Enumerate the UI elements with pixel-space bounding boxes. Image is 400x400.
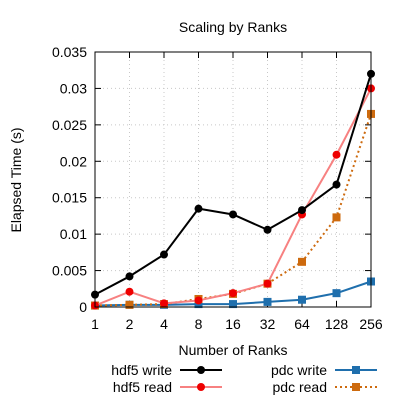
- legend-entry: pdc write: [271, 362, 377, 378]
- data-point: [229, 300, 237, 309]
- y-tick-label: 0.02: [60, 153, 87, 169]
- data-point: [229, 210, 237, 219]
- x-tick-labels: 1 2 4 8 16 32 64 128 256: [91, 316, 383, 332]
- y-tick-label: 0: [79, 299, 87, 315]
- data-point: [125, 300, 134, 309]
- data-point: [160, 299, 168, 308]
- legend-label: pdc write: [271, 362, 327, 378]
- data-point: [229, 289, 237, 298]
- data-point: [263, 279, 272, 288]
- legend-label: hdf5 read: [113, 379, 172, 395]
- x-tick-label: 1: [91, 316, 99, 332]
- data-point: [298, 257, 306, 266]
- series-layer: [91, 69, 375, 310]
- x-tick-label: 128: [325, 316, 349, 332]
- y-tick-label: 0.01: [60, 226, 87, 242]
- legend-marker: [352, 383, 360, 391]
- x-tick-label: 8: [195, 316, 203, 332]
- legend-entry: hdf5 read: [113, 379, 222, 395]
- x-tick-label: 64: [294, 316, 310, 332]
- data-point: [125, 287, 134, 296]
- data-point: [194, 296, 203, 305]
- x-axis-label: Number of Ranks: [179, 342, 288, 358]
- x-tick-label: 2: [126, 316, 134, 332]
- chart-title: Scaling by Ranks: [179, 19, 287, 35]
- series-pdc-read: [91, 109, 375, 310]
- series-hdf5-read: [91, 84, 375, 310]
- y-axis-label: Elapsed Time (s): [8, 127, 24, 232]
- data-point: [263, 297, 272, 306]
- legend-marker: [197, 366, 205, 374]
- data-point: [298, 206, 306, 215]
- legend-label: pdc read: [273, 379, 327, 395]
- data-point: [298, 295, 306, 304]
- legend-marker: [197, 383, 205, 391]
- y-tick-labels: 0 0.005 0.01 0.015 0.02 0.025 0.03 0.035: [52, 44, 87, 315]
- data-point: [332, 150, 341, 159]
- legend-entry: pdc read: [273, 379, 377, 395]
- data-point: [332, 213, 341, 222]
- y-tick-label: 0.025: [52, 117, 87, 133]
- series-line: [94, 113, 372, 307]
- data-point: [332, 289, 341, 298]
- data-point: [263, 225, 272, 234]
- data-point: [160, 250, 168, 259]
- plot-frame: [94, 51, 372, 308]
- data-point: [194, 204, 203, 213]
- y-tick-label: 0.015: [52, 190, 87, 206]
- legend-label: hdf5 write: [111, 362, 172, 378]
- data-point: [332, 180, 341, 189]
- data-point: [125, 272, 134, 281]
- x-tick-label: 16: [225, 316, 241, 332]
- x-tick-label: 256: [359, 316, 383, 332]
- legend-marker: [352, 366, 360, 374]
- y-tick-label: 0.035: [52, 44, 87, 60]
- legend-entry: hdf5 write: [111, 362, 222, 378]
- y-tick-label: 0.03: [60, 80, 87, 96]
- x-tick-label: 4: [160, 316, 168, 332]
- y-tick-label: 0.005: [52, 263, 87, 279]
- x-tick-label: 32: [260, 316, 276, 332]
- grid: [94, 51, 372, 308]
- series-hdf5-write: [91, 69, 375, 299]
